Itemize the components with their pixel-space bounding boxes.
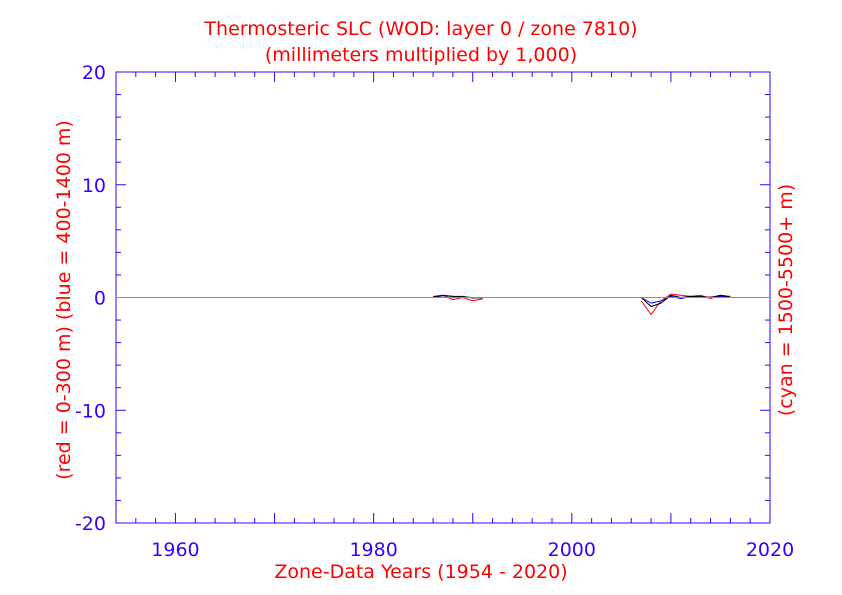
x-tick-label: 1980 — [349, 539, 397, 561]
x-tick-label: 2020 — [746, 539, 794, 561]
series-line-2 — [640, 294, 731, 308]
chart-title: Thermosteric SLC (WOD: layer 0 / zone 78… — [204, 18, 638, 40]
axis-ticks — [115, 71, 771, 524]
y-tick-label: 10 — [82, 175, 106, 197]
x-axis-label: Zone-Data Years (1954 - 2020) — [274, 561, 568, 583]
y-tick-label: -10 — [75, 400, 106, 422]
y-axis-label-right: (cyan = 1500-5500+ m) — [775, 183, 797, 417]
y-tick-label: 0 — [94, 288, 106, 310]
y-axis-label-left: (red = 0-300 m) (blue = 400-1400 m) — [53, 120, 75, 480]
y-tick-label: -20 — [75, 513, 106, 535]
series-layer — [116, 293, 770, 316]
chart-subtitle: (millimeters multiplied by 1,000) — [264, 44, 578, 66]
x-tick-label: 1960 — [151, 539, 199, 561]
x-tick-label: 2000 — [548, 539, 596, 561]
y-tick-label: 20 — [82, 62, 106, 84]
